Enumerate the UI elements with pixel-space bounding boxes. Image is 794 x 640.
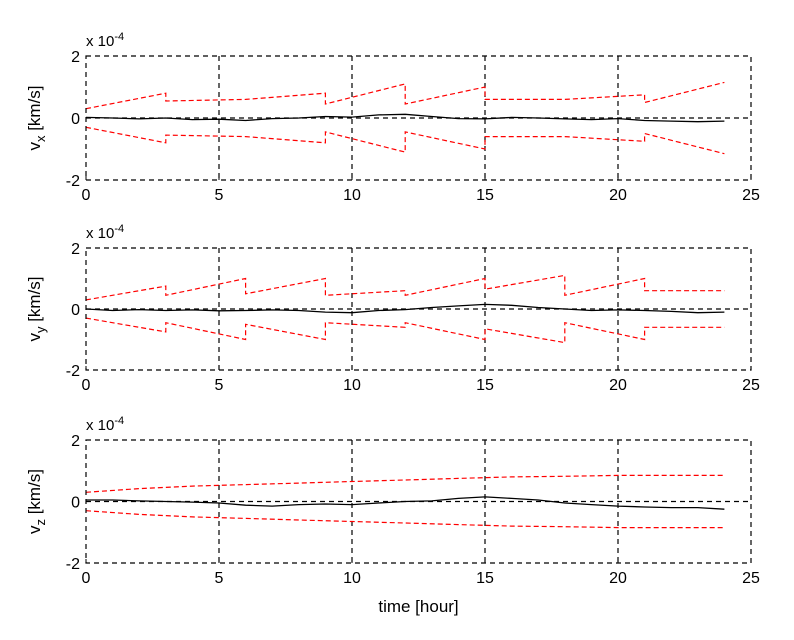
plot-frame bbox=[85, 439, 752, 564]
series-upper-bound-line bbox=[85, 81, 725, 110]
x-tick-label: 15 bbox=[476, 570, 494, 587]
y-tick-label: -2 bbox=[66, 556, 80, 573]
y-axis-label-unit: [km/s] bbox=[25, 469, 44, 519]
y-axis-label: vx [km/s] bbox=[25, 85, 48, 150]
x-tick-label: 5 bbox=[215, 570, 224, 587]
y-axis-label-subscript: x bbox=[33, 135, 48, 142]
exponent-label: x 10-4 bbox=[86, 415, 124, 434]
y-tick-label: 2 bbox=[71, 433, 80, 450]
x-tick-label: 15 bbox=[476, 187, 494, 204]
x-tick-label: 20 bbox=[609, 570, 627, 587]
series-error-line bbox=[86, 496, 725, 510]
x-tick-label: 10 bbox=[343, 187, 361, 204]
exponent-base: x 10 bbox=[86, 33, 114, 50]
x-tick-label: 25 bbox=[742, 187, 760, 204]
series-lower-bound-line bbox=[85, 317, 725, 344]
y-axis-label: vy [km/s] bbox=[25, 276, 48, 341]
y-axis-label-subscript: y bbox=[33, 326, 48, 333]
plot-frame bbox=[85, 55, 752, 181]
x-tick-label: 20 bbox=[609, 187, 627, 204]
x-tick-label: 15 bbox=[476, 377, 494, 394]
x-tick-label: 10 bbox=[343, 377, 361, 394]
y-tick-label: 2 bbox=[71, 49, 80, 66]
y-axis-label-symbol: v bbox=[25, 333, 44, 342]
series-lower-bound-line bbox=[85, 510, 725, 529]
y-tick-label: -2 bbox=[66, 173, 80, 190]
series-upper-bound-line bbox=[85, 274, 725, 301]
x-tick-label: 0 bbox=[82, 570, 91, 587]
series-lower-bound-line bbox=[85, 126, 725, 155]
x-tick-label: 25 bbox=[742, 570, 760, 587]
y-axis-label-symbol: v bbox=[25, 142, 44, 151]
exponent-label: x 10-4 bbox=[86, 223, 124, 242]
x-tick-label: 5 bbox=[215, 187, 224, 204]
y-axis-label-unit: [km/s] bbox=[25, 276, 44, 326]
y-axis-label-subscript: z bbox=[33, 519, 48, 526]
y-tick-label: 0 bbox=[71, 111, 80, 128]
plot-frame bbox=[85, 247, 752, 371]
x-tick-label: 20 bbox=[609, 377, 627, 394]
exponent-power: -4 bbox=[114, 223, 124, 235]
exponent-power: -4 bbox=[114, 415, 124, 427]
y-axis-label: vz [km/s] bbox=[25, 469, 48, 534]
series-upper-bound-line bbox=[85, 474, 725, 493]
x-tick-label: 25 bbox=[742, 377, 760, 394]
y-tick-label: 2 bbox=[71, 241, 80, 258]
x-tick-label: 0 bbox=[82, 377, 91, 394]
exponent-power: -4 bbox=[114, 31, 124, 43]
exponent-base: x 10 bbox=[86, 225, 114, 242]
y-tick-label: 0 bbox=[71, 495, 80, 512]
y-tick-label: 0 bbox=[71, 302, 80, 319]
exponent-label: x 10-4 bbox=[86, 31, 124, 50]
x-axis-label: time [hour] bbox=[378, 597, 458, 616]
y-axis-label-unit: [km/s] bbox=[25, 85, 44, 135]
x-tick-label: 10 bbox=[343, 570, 361, 587]
series-error-line bbox=[85, 303, 725, 314]
x-tick-label: 0 bbox=[82, 187, 91, 204]
y-axis-label-symbol: v bbox=[25, 525, 44, 534]
series-error-line bbox=[85, 113, 725, 123]
exponent-base: x 10 bbox=[86, 417, 114, 434]
x-tick-label: 5 bbox=[215, 377, 224, 394]
y-tick-label: -2 bbox=[66, 363, 80, 380]
